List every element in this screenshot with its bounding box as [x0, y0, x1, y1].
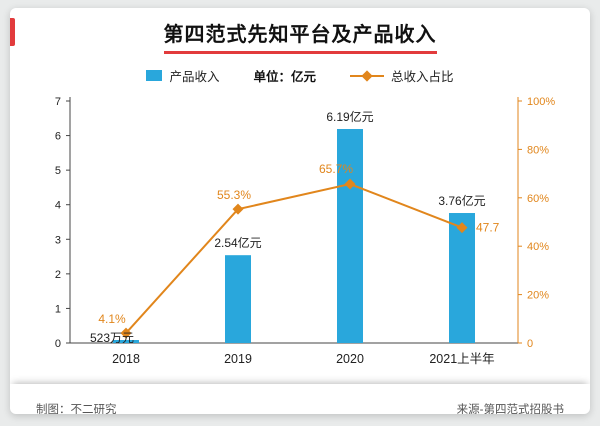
bar-2021上半年	[449, 213, 475, 343]
svg-text:0: 0	[527, 338, 533, 350]
title-row: 第四范式先知平台及产品收入	[10, 8, 590, 54]
legend-item-line: 总收入占比	[350, 66, 454, 85]
svg-text:2021上半年: 2021上半年	[429, 352, 494, 366]
footer-source: 来源-第四范式招股书	[456, 404, 564, 414]
svg-text:65.7%: 65.7%	[319, 162, 353, 176]
svg-text:2018: 2018	[112, 352, 140, 366]
legend: 产品收入 单位：亿元 总收入占比	[10, 66, 590, 85]
legend-item-bar: 产品收入	[146, 66, 219, 85]
svg-text:6: 6	[55, 131, 61, 143]
bar-2019	[225, 255, 251, 343]
marker-2019	[232, 203, 244, 215]
svg-text:4: 4	[55, 200, 61, 212]
svg-text:80%: 80%	[527, 144, 549, 156]
svg-text:7: 7	[55, 96, 61, 108]
svg-text:2: 2	[55, 269, 61, 281]
footer-credit: 制图：不二研究	[36, 404, 117, 414]
svg-text:0: 0	[55, 338, 61, 350]
svg-text:20%: 20%	[527, 290, 549, 302]
bar-series-label: 产品收入	[169, 70, 220, 84]
svg-text:47.7: 47.7	[476, 221, 500, 235]
svg-text:40%: 40%	[527, 241, 549, 253]
svg-text:4.1%: 4.1%	[98, 312, 126, 326]
marker-2020	[344, 178, 356, 190]
revenue-chart: 0 1 2 3 4 5 6 7 0 20% 40% 60% 80% 100% 2018 2019 2020 202…	[55, 96, 555, 366]
footer: 制图：不二研究 来源-第四范式招股书	[10, 384, 590, 414]
svg-text:6.19亿元: 6.19亿元	[326, 109, 373, 124]
svg-text:2.54亿元: 2.54亿元	[214, 235, 261, 250]
marker-2018	[120, 327, 132, 339]
svg-text:60%: 60%	[527, 193, 549, 205]
line-series-marker-icon	[350, 69, 384, 82]
unit-label: 单位：亿元	[253, 70, 316, 84]
chart-area: 0 1 2 3 4 5 6 7 0 20% 40% 60% 80% 100% 2018 2019 2020 202…	[10, 85, 590, 382]
marker-2021上半年	[456, 222, 468, 234]
red-accent-bar	[10, 18, 15, 46]
svg-text:100%: 100%	[527, 96, 555, 108]
bar-series-swatch-icon	[146, 70, 163, 81]
svg-text:2019: 2019	[224, 352, 252, 366]
bar-2020	[337, 129, 363, 343]
page-title: 第四范式先知平台及产品收入	[163, 18, 437, 54]
svg-text:5: 5	[55, 165, 61, 177]
ratio-line	[125, 182, 463, 334]
svg-text:3.76亿元: 3.76亿元	[438, 193, 485, 208]
svg-text:523万元: 523万元	[90, 331, 134, 345]
bar-2018	[113, 340, 139, 343]
line-series-label: 总收入占比	[391, 70, 454, 84]
svg-text:2020: 2020	[336, 352, 364, 366]
svg-text:3: 3	[55, 234, 61, 246]
svg-text:1: 1	[55, 303, 61, 315]
svg-text:55.3%: 55.3%	[217, 188, 251, 202]
